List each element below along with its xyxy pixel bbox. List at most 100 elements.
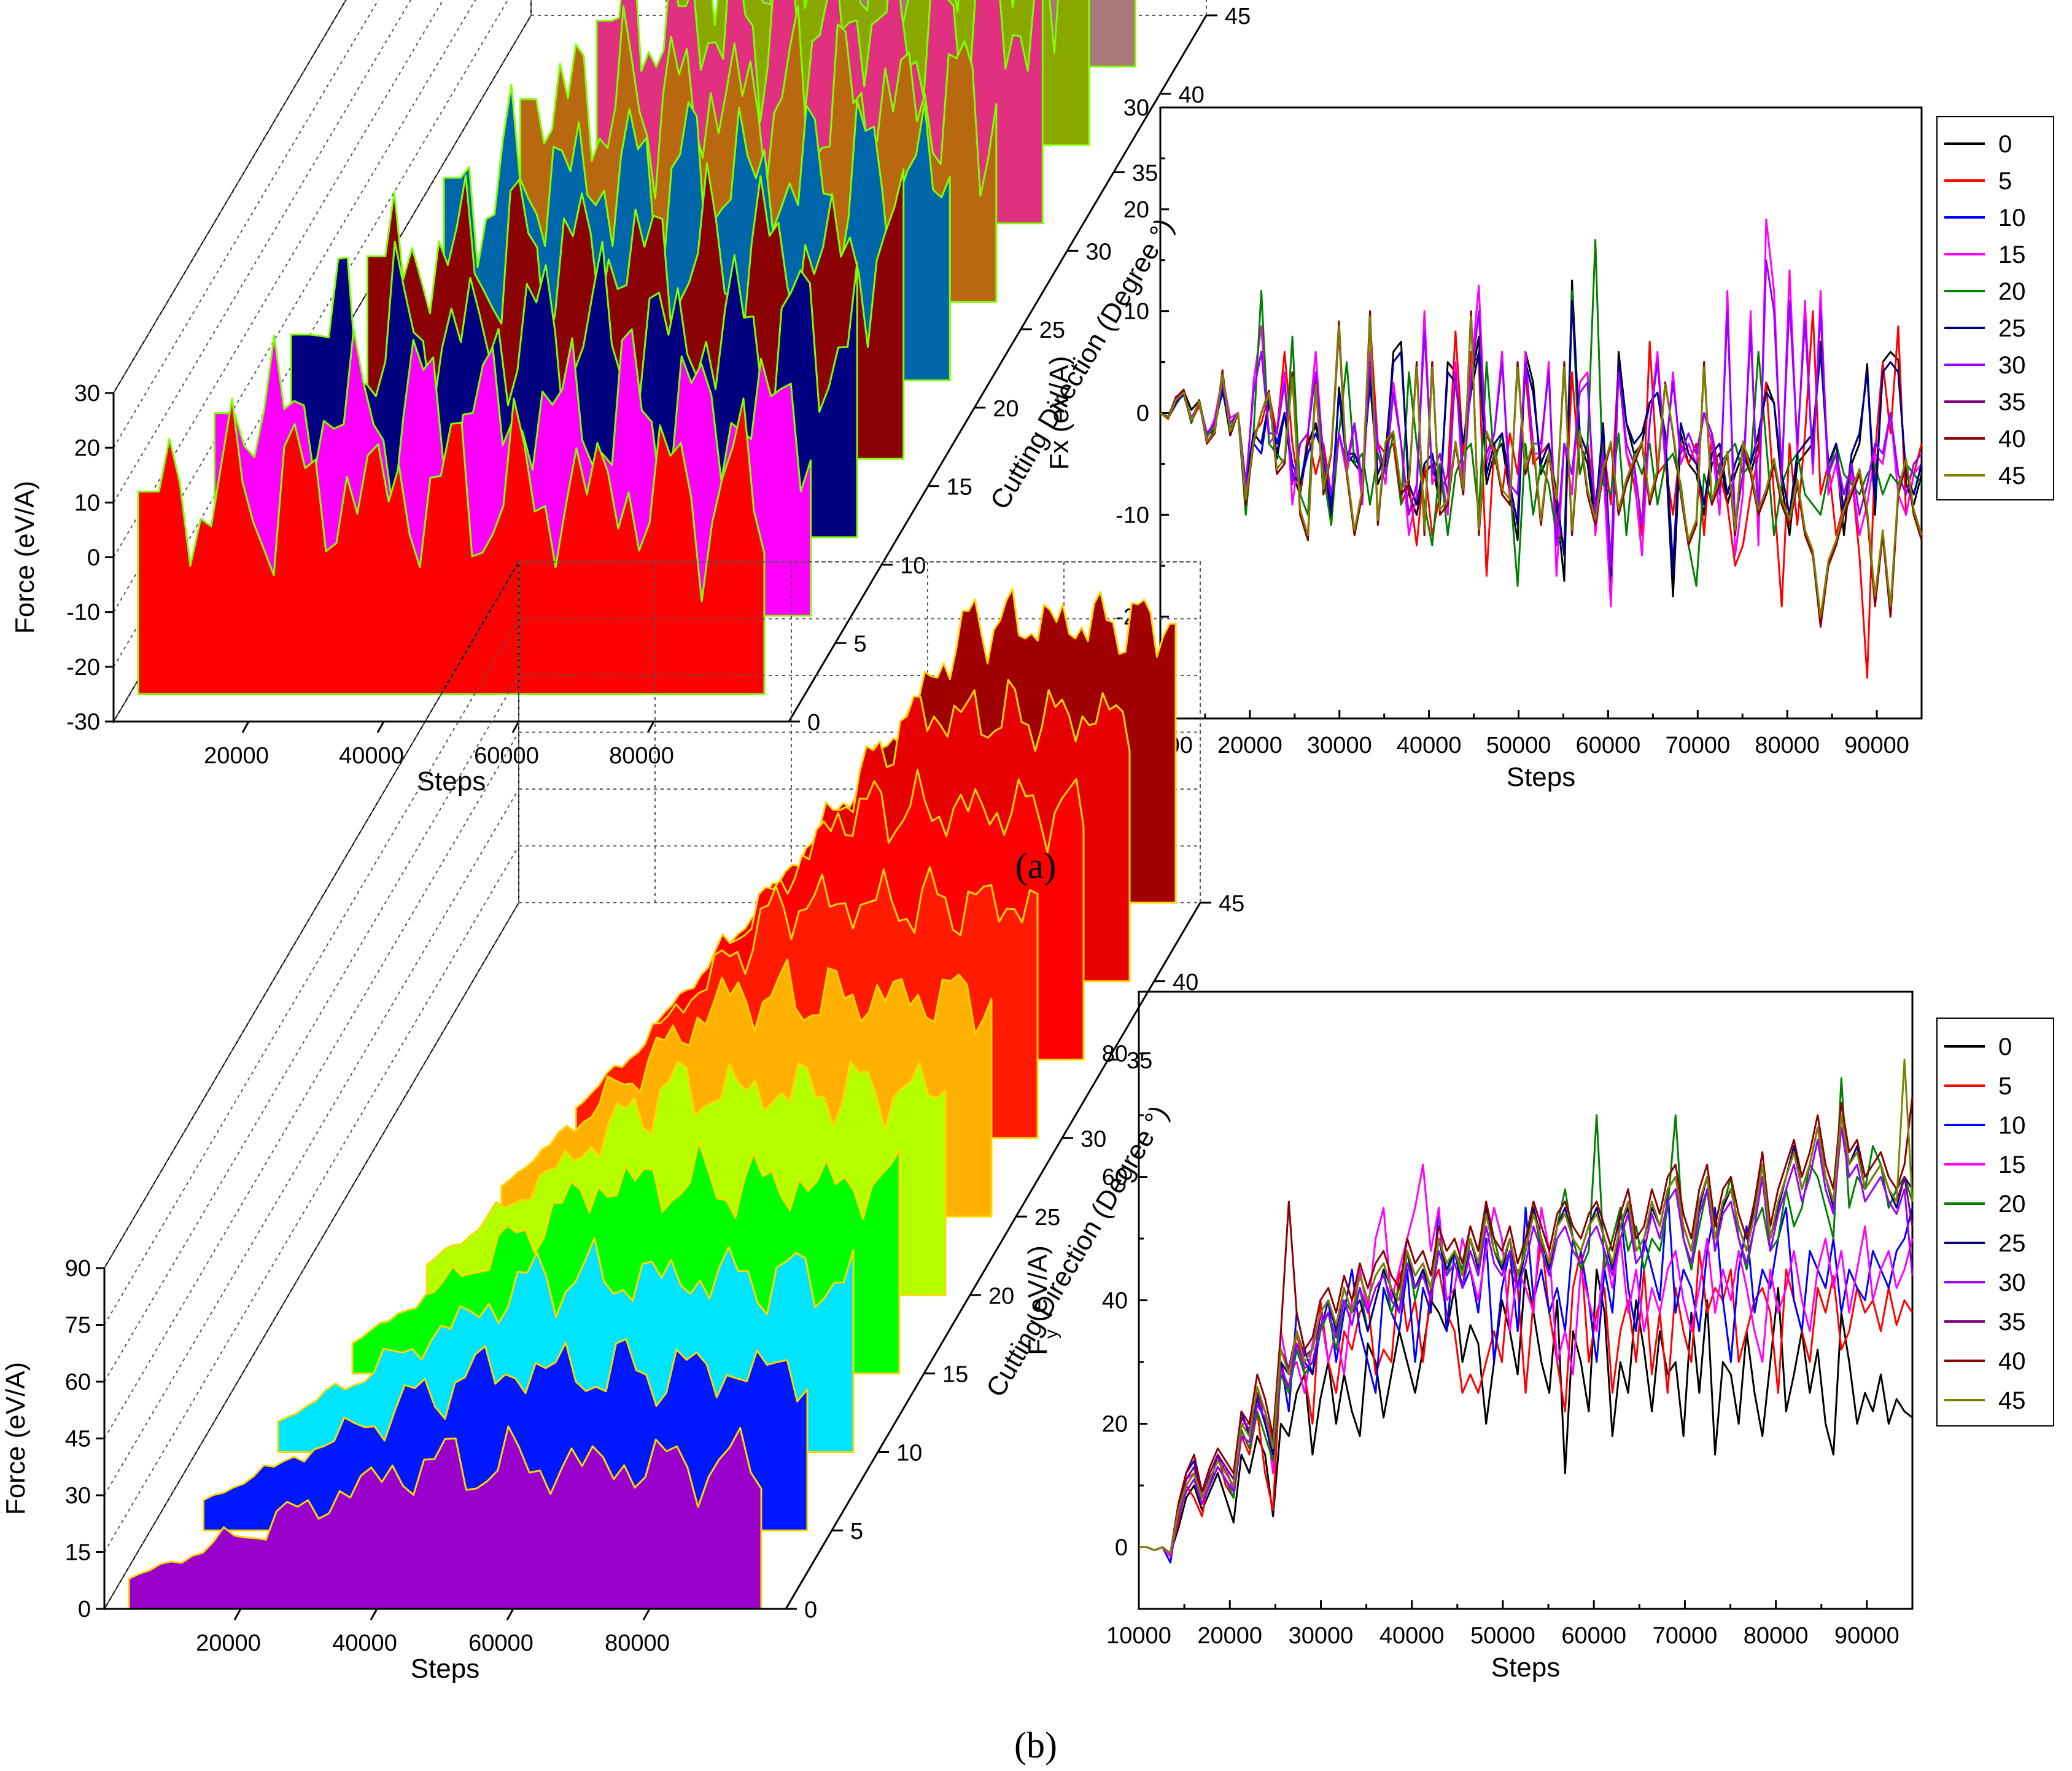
z-axis bbox=[788, 15, 1208, 722]
z-tick-label: 30 bbox=[1085, 239, 1111, 265]
y-tick-label: 75 bbox=[65, 1313, 91, 1339]
legend-label-15: 15 bbox=[1998, 1151, 2026, 1178]
y-tick-label: 60 bbox=[65, 1369, 91, 1395]
z-tick-label: 40 bbox=[1178, 82, 1204, 108]
series-line-10 bbox=[1139, 1188, 1914, 1564]
x-tick-label: 30000 bbox=[1289, 1623, 1354, 1649]
z-tick-label: 45 bbox=[1219, 891, 1244, 917]
legend-label-25: 25 bbox=[1998, 1230, 2026, 1257]
y-tick-label: 40 bbox=[1102, 1288, 1128, 1314]
x-tick-label: 20000 bbox=[196, 1630, 261, 1656]
legend-label-5: 5 bbox=[1998, 168, 2012, 195]
chart-b-2d: 0 20 40 60 80 10000 20000 30000 40000 50000 60000 7… bbox=[1023, 991, 2054, 1683]
series-area-0 bbox=[137, 397, 766, 695]
x-tick-label: 60000 bbox=[474, 743, 539, 769]
y-tick-label: 0 bbox=[1115, 1535, 1128, 1561]
x-tick bbox=[241, 721, 250, 733]
y-tick-label: 30 bbox=[74, 381, 100, 407]
legend-label-10: 10 bbox=[1998, 204, 2026, 232]
y-tick-label: 20 bbox=[1123, 197, 1149, 223]
z-tick-label: 10 bbox=[896, 1440, 922, 1466]
series-line-30 bbox=[1139, 1126, 1914, 1555]
legend-box bbox=[1936, 116, 2054, 500]
x-tick-label: 80000 bbox=[1755, 733, 1820, 758]
legend-label-45: 45 bbox=[1998, 462, 2026, 489]
chart-a-3d: -30 -20 -10 0 10 20 30 20000 40000 60000 80000 Step… bbox=[10, 0, 1251, 796]
legend-label-5: 5 bbox=[1998, 1073, 2012, 1100]
y-tick-label: 20 bbox=[74, 435, 100, 461]
x-tick-label: 50000 bbox=[1470, 1623, 1535, 1649]
x-tick-label: 90000 bbox=[1844, 733, 1909, 758]
grid-left bbox=[104, 731, 519, 1439]
x-tick-label: 40000 bbox=[332, 1630, 397, 1656]
x-tick-label: 70000 bbox=[1653, 1623, 1718, 1649]
y-axis-label: Fx (eV/A) bbox=[1044, 356, 1074, 470]
x-tick bbox=[233, 1608, 242, 1621]
plot-frame bbox=[1138, 991, 1914, 1610]
x-tick-label: 60000 bbox=[468, 1630, 534, 1656]
legend-label-40: 40 bbox=[1998, 1348, 2026, 1375]
y-axis-label-subscript: y bbox=[1041, 1329, 1061, 1339]
z-tick-label: 35 bbox=[1132, 161, 1158, 187]
y-tick-label: -30 bbox=[66, 709, 100, 735]
y-tick-label: 90 bbox=[65, 1256, 91, 1282]
z-tick-label: 15 bbox=[947, 475, 972, 500]
plot-frame bbox=[1159, 106, 1923, 720]
z-tick-label: 0 bbox=[804, 1597, 817, 1623]
legend-label-20: 20 bbox=[1998, 1191, 2026, 1218]
y-tick-label: 0 bbox=[78, 1597, 91, 1622]
grid-left bbox=[113, 0, 347, 394]
x-tick-label: 20000 bbox=[1197, 1623, 1262, 1649]
z-tick-label: 15 bbox=[942, 1362, 968, 1388]
x-tick bbox=[370, 1608, 378, 1621]
legend-label-10: 10 bbox=[1998, 1112, 2026, 1139]
legend-label-0: 0 bbox=[1998, 1033, 2012, 1061]
x-tick-label: 50000 bbox=[1486, 733, 1551, 758]
x-tick-label: 10000 bbox=[1106, 1623, 1171, 1649]
y-tick-label: 30 bbox=[65, 1483, 91, 1509]
z-tick-label: 25 bbox=[1034, 1205, 1060, 1231]
z-axis bbox=[785, 902, 1201, 1609]
x-tick bbox=[506, 1608, 514, 1621]
series-line-0 bbox=[1139, 1268, 1913, 1555]
y-axis-label: Force (eV/A) bbox=[1, 1362, 31, 1515]
z-tick-label: 5 bbox=[854, 631, 867, 657]
z-tick-label: 10 bbox=[900, 553, 926, 578]
z-axis-label: Cutting Direction (Degree °) bbox=[980, 1100, 1174, 1402]
grid-left bbox=[113, 0, 444, 558]
y-tick-label: 0 bbox=[1136, 401, 1149, 427]
legend-label-15: 15 bbox=[1998, 241, 2026, 268]
legend-label-30: 30 bbox=[1998, 1269, 2026, 1296]
y-axis-label-unit: (eV/A) bbox=[1023, 1245, 1053, 1329]
x-tick-label: 20000 bbox=[204, 743, 269, 769]
z-tick-label: 5 bbox=[850, 1519, 863, 1544]
z-tick-label: 30 bbox=[1081, 1126, 1106, 1152]
series-line-30 bbox=[1160, 259, 1923, 567]
x-axis-label: Steps bbox=[411, 1654, 480, 1684]
x-tick-label: 80000 bbox=[605, 1630, 670, 1656]
series-area-0 bbox=[128, 1425, 762, 1610]
y-tick-label: 20 bbox=[1102, 1412, 1128, 1438]
x-tick-label: 80000 bbox=[1744, 1623, 1809, 1649]
x-tick bbox=[642, 1608, 651, 1621]
series-line-45 bbox=[1160, 315, 1923, 618]
y-tick-label: 80 bbox=[1102, 1041, 1128, 1067]
x-axis-label: Steps bbox=[1491, 1652, 1561, 1683]
legend-label-20: 20 bbox=[1998, 278, 2026, 305]
grid-left bbox=[113, 0, 379, 448]
legend-box bbox=[1936, 1018, 2054, 1427]
y-tick-label: 15 bbox=[65, 1540, 91, 1566]
y-tick-label: -10 bbox=[66, 600, 100, 626]
panel-label-b: (b) bbox=[1014, 1725, 1057, 1765]
grid-left bbox=[104, 561, 519, 1269]
panel-label-a: (a) bbox=[1015, 846, 1057, 886]
x-axis-label: Steps bbox=[417, 766, 486, 796]
chart-b-3d: 0 15 30 45 60 75 90 20000 40000 60000 80000 Steps Fo… bbox=[1, 559, 1244, 1684]
y-tick-label: 45 bbox=[65, 1427, 91, 1452]
grid-left bbox=[104, 788, 519, 1496]
z-tick-label: 20 bbox=[988, 1283, 1014, 1309]
grid-left bbox=[113, 0, 412, 503]
x-tick-label: 20000 bbox=[1217, 733, 1282, 758]
legend-label-25: 25 bbox=[1998, 315, 2026, 342]
